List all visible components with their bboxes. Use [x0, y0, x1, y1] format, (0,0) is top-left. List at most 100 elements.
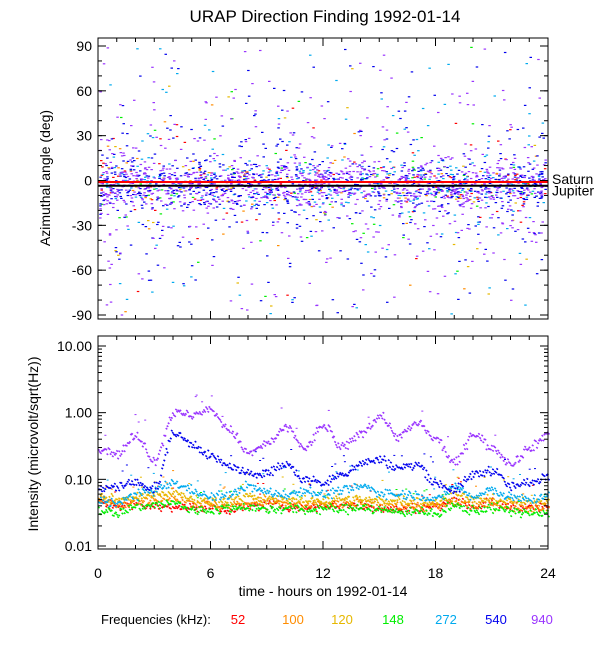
intensity-point-272 [181, 485, 184, 488]
intensity-point-52 [519, 505, 523, 508]
intensity-point-148 [215, 507, 219, 511]
intensity-point-148 [325, 508, 328, 511]
intensity-point-272 [459, 486, 462, 490]
intensity-point-272 [424, 499, 427, 502]
intensity-point-148 [293, 507, 296, 510]
intensity-point-272 [417, 493, 421, 496]
intensity-point-272 [442, 497, 445, 501]
intensity-point-100 [279, 504, 282, 507]
intensity-point-148 [429, 509, 432, 513]
intensity-point-272 [501, 494, 504, 497]
intensity-point-120 [281, 498, 284, 501]
intensity-point-272 [464, 491, 468, 494]
intensity-point-272 [300, 494, 304, 497]
intensity-point-272 [396, 494, 399, 498]
intensity-point-272 [436, 495, 440, 498]
intensity-point-540 [120, 481, 123, 485]
intensity-point-148 [371, 512, 374, 515]
intensity-point-100 [189, 506, 193, 509]
intensity-point-148 [195, 507, 198, 510]
intensity-point-148 [190, 507, 194, 510]
intensity-point-148 [364, 503, 368, 506]
intensity-point-120 [335, 497, 339, 500]
intensity-point-272 [446, 492, 450, 495]
intensity-point-272 [524, 496, 528, 500]
intensity-point-120 [473, 500, 476, 503]
intensity-point-148 [274, 511, 278, 514]
intensity-point-272 [155, 490, 159, 493]
intensity-point-272 [383, 493, 386, 496]
intensity-point-148 [164, 504, 167, 507]
intensity-point-148 [123, 511, 126, 515]
intensity-point-120 [523, 502, 527, 505]
intensity-point-52 [167, 503, 170, 506]
intensity-point-120 [449, 492, 453, 495]
intensity-point-100 [384, 504, 387, 508]
intensity-point-148 [501, 506, 504, 510]
intensity-point-120 [150, 496, 153, 499]
intensity-point-100 [372, 505, 375, 508]
intensity-point-148 [302, 509, 306, 512]
intensity-point-120 [185, 499, 189, 502]
intensity-point-272 [153, 490, 156, 493]
intensity-point-272 [251, 490, 254, 493]
intensity-point-100 [484, 505, 487, 508]
intensity-point-120 [230, 498, 234, 501]
intensity-point-100 [258, 502, 262, 506]
intensity-point-120 [138, 495, 141, 498]
intensity-point-148 [267, 511, 270, 515]
intensity-point-272 [282, 489, 285, 493]
intensity-point-148 [377, 505, 381, 508]
intensity-point-272 [208, 496, 211, 500]
intensity-point-148 [412, 511, 415, 514]
intensity-point-148 [126, 511, 130, 514]
intensity-point-148 [442, 510, 445, 513]
intensity-point-148 [189, 508, 193, 511]
intensity-point-52 [194, 508, 197, 511]
intensity-point-100 [105, 502, 108, 506]
intensity-point-120 [426, 502, 429, 505]
intensity-point-148 [513, 507, 516, 510]
intensity-point-100 [256, 502, 259, 505]
intensity-point-272 [474, 496, 478, 499]
intensity-point-100 [192, 504, 195, 508]
azimuth-y-tick-label: 60 [76, 83, 92, 99]
intensity-point-120 [208, 500, 211, 504]
intensity-point-52 [468, 503, 471, 507]
intensity-point-100 [405, 506, 409, 509]
intensity-point-120 [177, 493, 180, 496]
intensity-point-148 [117, 514, 121, 517]
intensity-point-120 [395, 502, 398, 506]
intensity-point-272 [355, 486, 358, 489]
intensity-point-52 [457, 498, 460, 502]
intensity-point-100 [504, 505, 508, 509]
intensity-point-272 [440, 496, 443, 499]
intensity-point-272 [213, 495, 217, 498]
intensity-point-148 [184, 505, 188, 509]
intensity-point-100 [529, 507, 532, 510]
intensity-point-120 [345, 497, 349, 501]
intensity-point-272 [485, 487, 488, 491]
intensity-point-52 [121, 504, 124, 508]
intensity-point-52 [288, 508, 292, 512]
intensity-point-120 [215, 503, 219, 506]
intensity-point-100 [341, 506, 344, 509]
intensity-point-120 [331, 499, 335, 502]
intensity-point-120 [520, 501, 524, 504]
intensity-point-120 [213, 499, 217, 502]
intensity-point-120 [256, 496, 259, 499]
intensity-point-100 [434, 503, 438, 507]
intensity-point-120 [170, 487, 174, 490]
intensity-point-120 [115, 498, 119, 501]
intensity-point-148 [344, 510, 348, 514]
intensity-point-120 [366, 499, 369, 502]
intensity-point-540 [114, 489, 118, 492]
intensity-point-272 [386, 489, 389, 492]
intensity-point-272 [373, 490, 377, 493]
intensity-point-100 [254, 501, 257, 504]
intensity-point-52 [126, 502, 130, 505]
intensity-point-52 [192, 502, 195, 505]
intensity-point-540 [156, 487, 160, 490]
intensity-point-120 [134, 496, 137, 499]
intensity-point-148 [395, 508, 398, 511]
